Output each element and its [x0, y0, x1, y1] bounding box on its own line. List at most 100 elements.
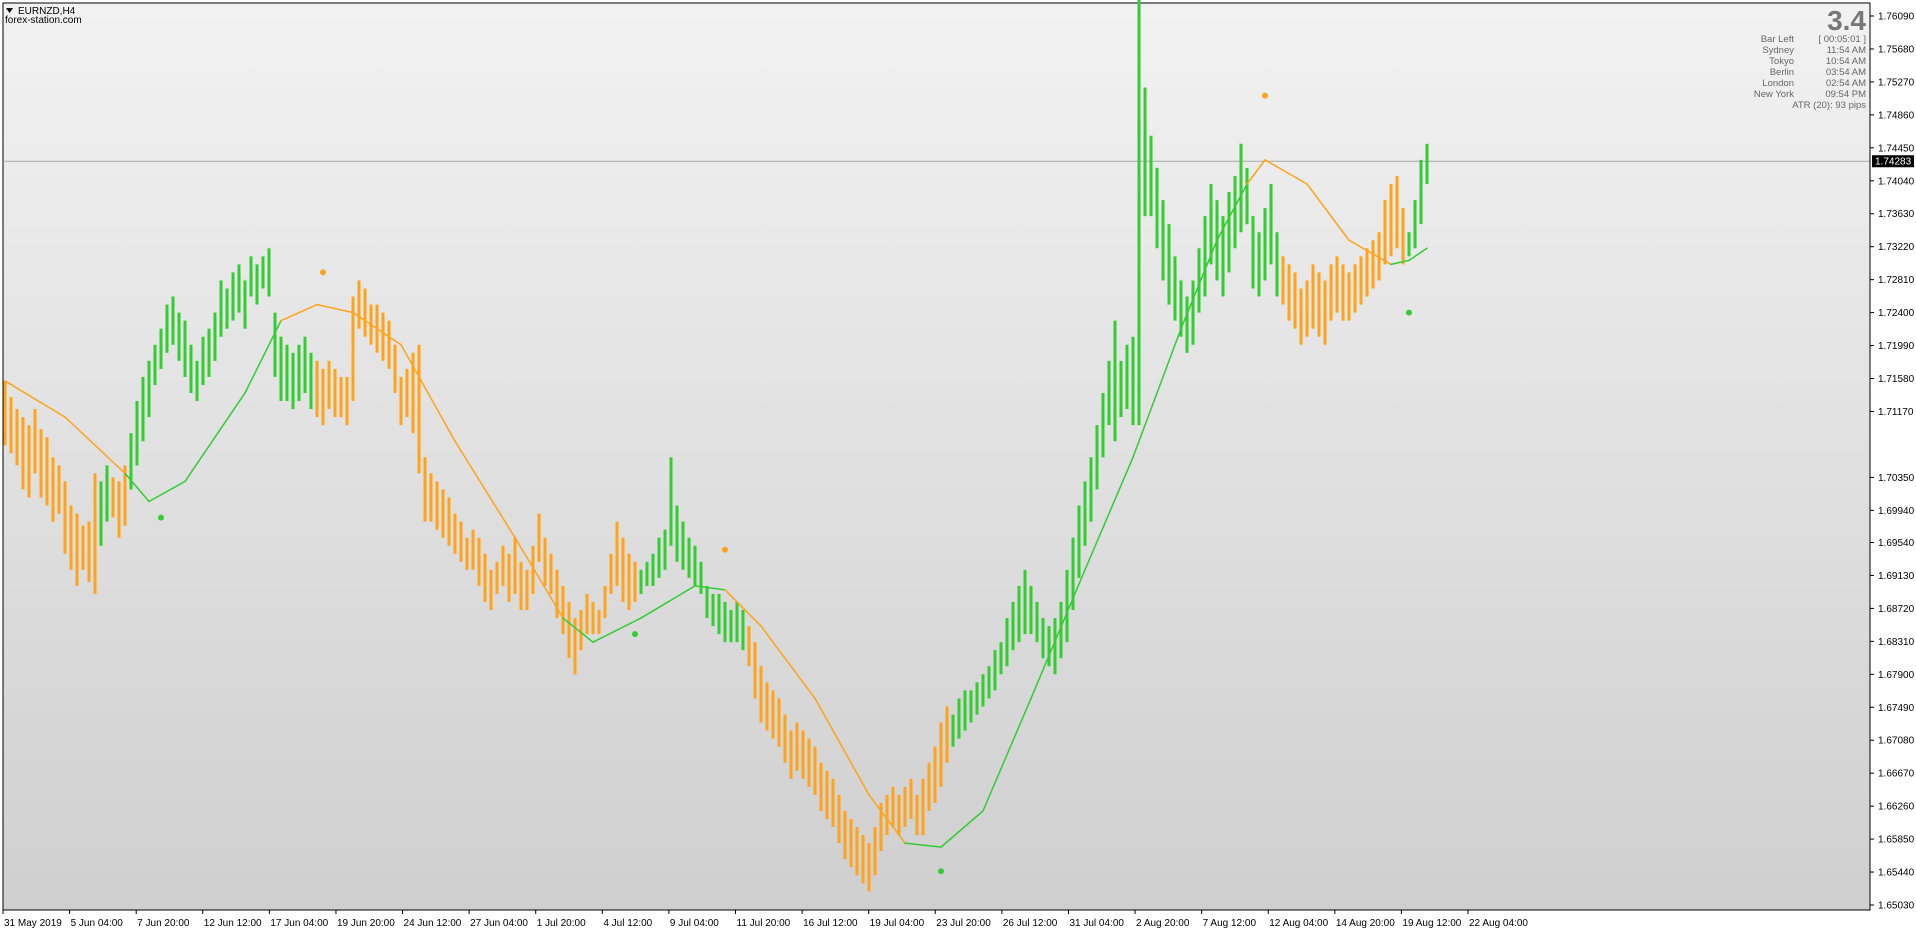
x-tick-label: 7 Jun 20:00 — [137, 918, 190, 929]
x-axis: 31 May 2019 5 Jun 04:00 7 Jun 20:00 12 Jun … — [2, 909, 1870, 929]
price-bars — [3, 0, 1429, 892]
ma-segment — [982, 697, 1032, 812]
y-tick-label: 1.76090 — [1878, 12, 1915, 23]
signal-dot — [158, 514, 164, 521]
ma-segment — [148, 480, 186, 503]
x-tick-label: 4 Jul 12:00 — [603, 918, 652, 929]
info-row-value: [ 00:05:01 ] — [1818, 34, 1866, 45]
atr-label: ATR (20): 93 pips — [1792, 100, 1866, 111]
y-tick-label: 1.71170 — [1878, 407, 1914, 418]
x-tick-label: 5 Jun 04:00 — [71, 918, 124, 929]
y-tick-label: 1.65850 — [1878, 835, 1915, 846]
y-tick-label: 1.67900 — [1878, 670, 1915, 681]
y-tick-label: 1.69540 — [1878, 538, 1915, 549]
y-tick-label: 1.69940 — [1878, 506, 1915, 517]
y-tick-label: 1.71580 — [1878, 374, 1915, 385]
y-tick-label: 1.73220 — [1878, 242, 1915, 253]
info-row-label: New York — [1754, 89, 1794, 100]
y-tick-label: 1.72400 — [1878, 308, 1915, 319]
ma-segment — [280, 303, 318, 322]
x-tick-label: 11 Jul 20:00 — [737, 918, 791, 929]
moving-average-line — [4, 159, 1428, 848]
ma-segment — [1216, 183, 1248, 242]
watermark-label: forex-station.com — [5, 15, 82, 26]
ma-segment — [1246, 159, 1266, 185]
ma-segment — [316, 303, 354, 314]
ma-segment — [1084, 456, 1134, 571]
ma-segment — [1264, 159, 1308, 185]
info-row-value: 09:54 PM — [1825, 89, 1866, 100]
ma-segment — [514, 536, 564, 619]
signal-dots — [158, 92, 1412, 875]
y-tick-label: 1.73630 — [1878, 209, 1915, 220]
signal-dot — [1262, 92, 1268, 99]
signal-dot — [632, 631, 638, 638]
y-tick-label: 1.75680 — [1878, 44, 1915, 55]
y-tick-label: 1.67080 — [1878, 736, 1915, 747]
x-tick-label: 31 Jul 04:00 — [1069, 918, 1124, 929]
ma-segment — [724, 589, 762, 627]
y-tick-label: 1.68720 — [1878, 604, 1915, 615]
price-tag-background — [1872, 155, 1914, 168]
ma-segment — [814, 697, 870, 796]
ma-segment — [1390, 259, 1410, 266]
x-tick-label: 24 Jun 12:00 — [404, 918, 462, 929]
x-tick-label: 12 Jun 12:00 — [204, 918, 262, 929]
ma-segment — [400, 344, 456, 442]
x-tick-label: 7 Aug 12:00 — [1203, 918, 1257, 929]
ma-segment — [4, 380, 66, 418]
x-tick-label: 17 Jun 04:00 — [270, 918, 328, 929]
info-row-value: 10:54 AM — [1826, 56, 1866, 67]
y-tick-label: 1.74040 — [1878, 176, 1915, 187]
signal-dot — [722, 546, 728, 553]
info-row-label: Bar Left — [1761, 34, 1795, 45]
ma-segment — [904, 842, 942, 848]
info-big-value: 3.4 — [1827, 5, 1866, 36]
ma-segment — [592, 617, 642, 643]
y-tick-label: 1.69130 — [1878, 571, 1915, 582]
ma-segment — [352, 311, 402, 346]
info-row-label: Sydney — [1762, 45, 1794, 56]
y-tick-label: 1.66260 — [1878, 802, 1915, 813]
ma-segment — [454, 440, 516, 539]
x-tick-label: 9 Jul 04:00 — [670, 918, 719, 929]
y-tick-label: 1.74450 — [1878, 143, 1915, 154]
ma-segment — [244, 319, 282, 394]
x-tick-label: 1 Jul 20:00 — [537, 918, 586, 929]
x-tick-label: 27 Jun 04:00 — [470, 918, 528, 929]
x-tick-label: 16 Jul 12:00 — [803, 918, 858, 929]
signal-dot — [938, 868, 944, 875]
x-tick-label: 12 Aug 04:00 — [1269, 918, 1328, 929]
info-row-value: 03:54 AM — [1826, 67, 1866, 78]
y-tick-label: 1.71990 — [1878, 341, 1915, 352]
x-tick-label: 19 Jul 04:00 — [870, 918, 925, 929]
y-tick-label: 1.67490 — [1878, 703, 1915, 714]
ma-segment — [1348, 239, 1392, 266]
signal-dot — [1406, 309, 1412, 316]
info-row-label: London — [1762, 78, 1794, 89]
ma-segment — [562, 617, 594, 643]
ma-segment — [760, 625, 816, 700]
y-tick-label: 1.65030 — [1878, 901, 1915, 912]
y-axis: 1.76090 1.75680 1.75270 1.74860 1.74450 1.740… — [1869, 3, 1915, 912]
info-row-value: 11:54 AM — [1827, 45, 1867, 56]
info-row-value: 02:54 AM — [1826, 78, 1866, 89]
ma-segment — [940, 810, 984, 848]
dropdown-triangle-icon[interactable] — [6, 8, 13, 13]
ma-segment — [184, 392, 246, 483]
price-tag-text: 1.74283 — [1875, 157, 1912, 168]
y-tick-label: 1.72810 — [1878, 275, 1915, 286]
y-tick-label: 1.65440 — [1878, 868, 1915, 879]
ma-segment — [1306, 183, 1350, 242]
ma-segment — [694, 585, 726, 591]
y-tick-label: 1.70350 — [1878, 473, 1915, 484]
x-tick-label: 31 May 2019 — [4, 918, 62, 929]
chart-header: EURNZD,H4 forex-station.com — [5, 6, 82, 26]
ma-segment — [1132, 327, 1182, 459]
y-tick-label: 1.66670 — [1878, 769, 1915, 780]
x-tick-label: 14 Aug 20:00 — [1336, 918, 1395, 929]
ma-segment — [640, 585, 696, 619]
info-row-label: Tokyo — [1769, 56, 1794, 67]
